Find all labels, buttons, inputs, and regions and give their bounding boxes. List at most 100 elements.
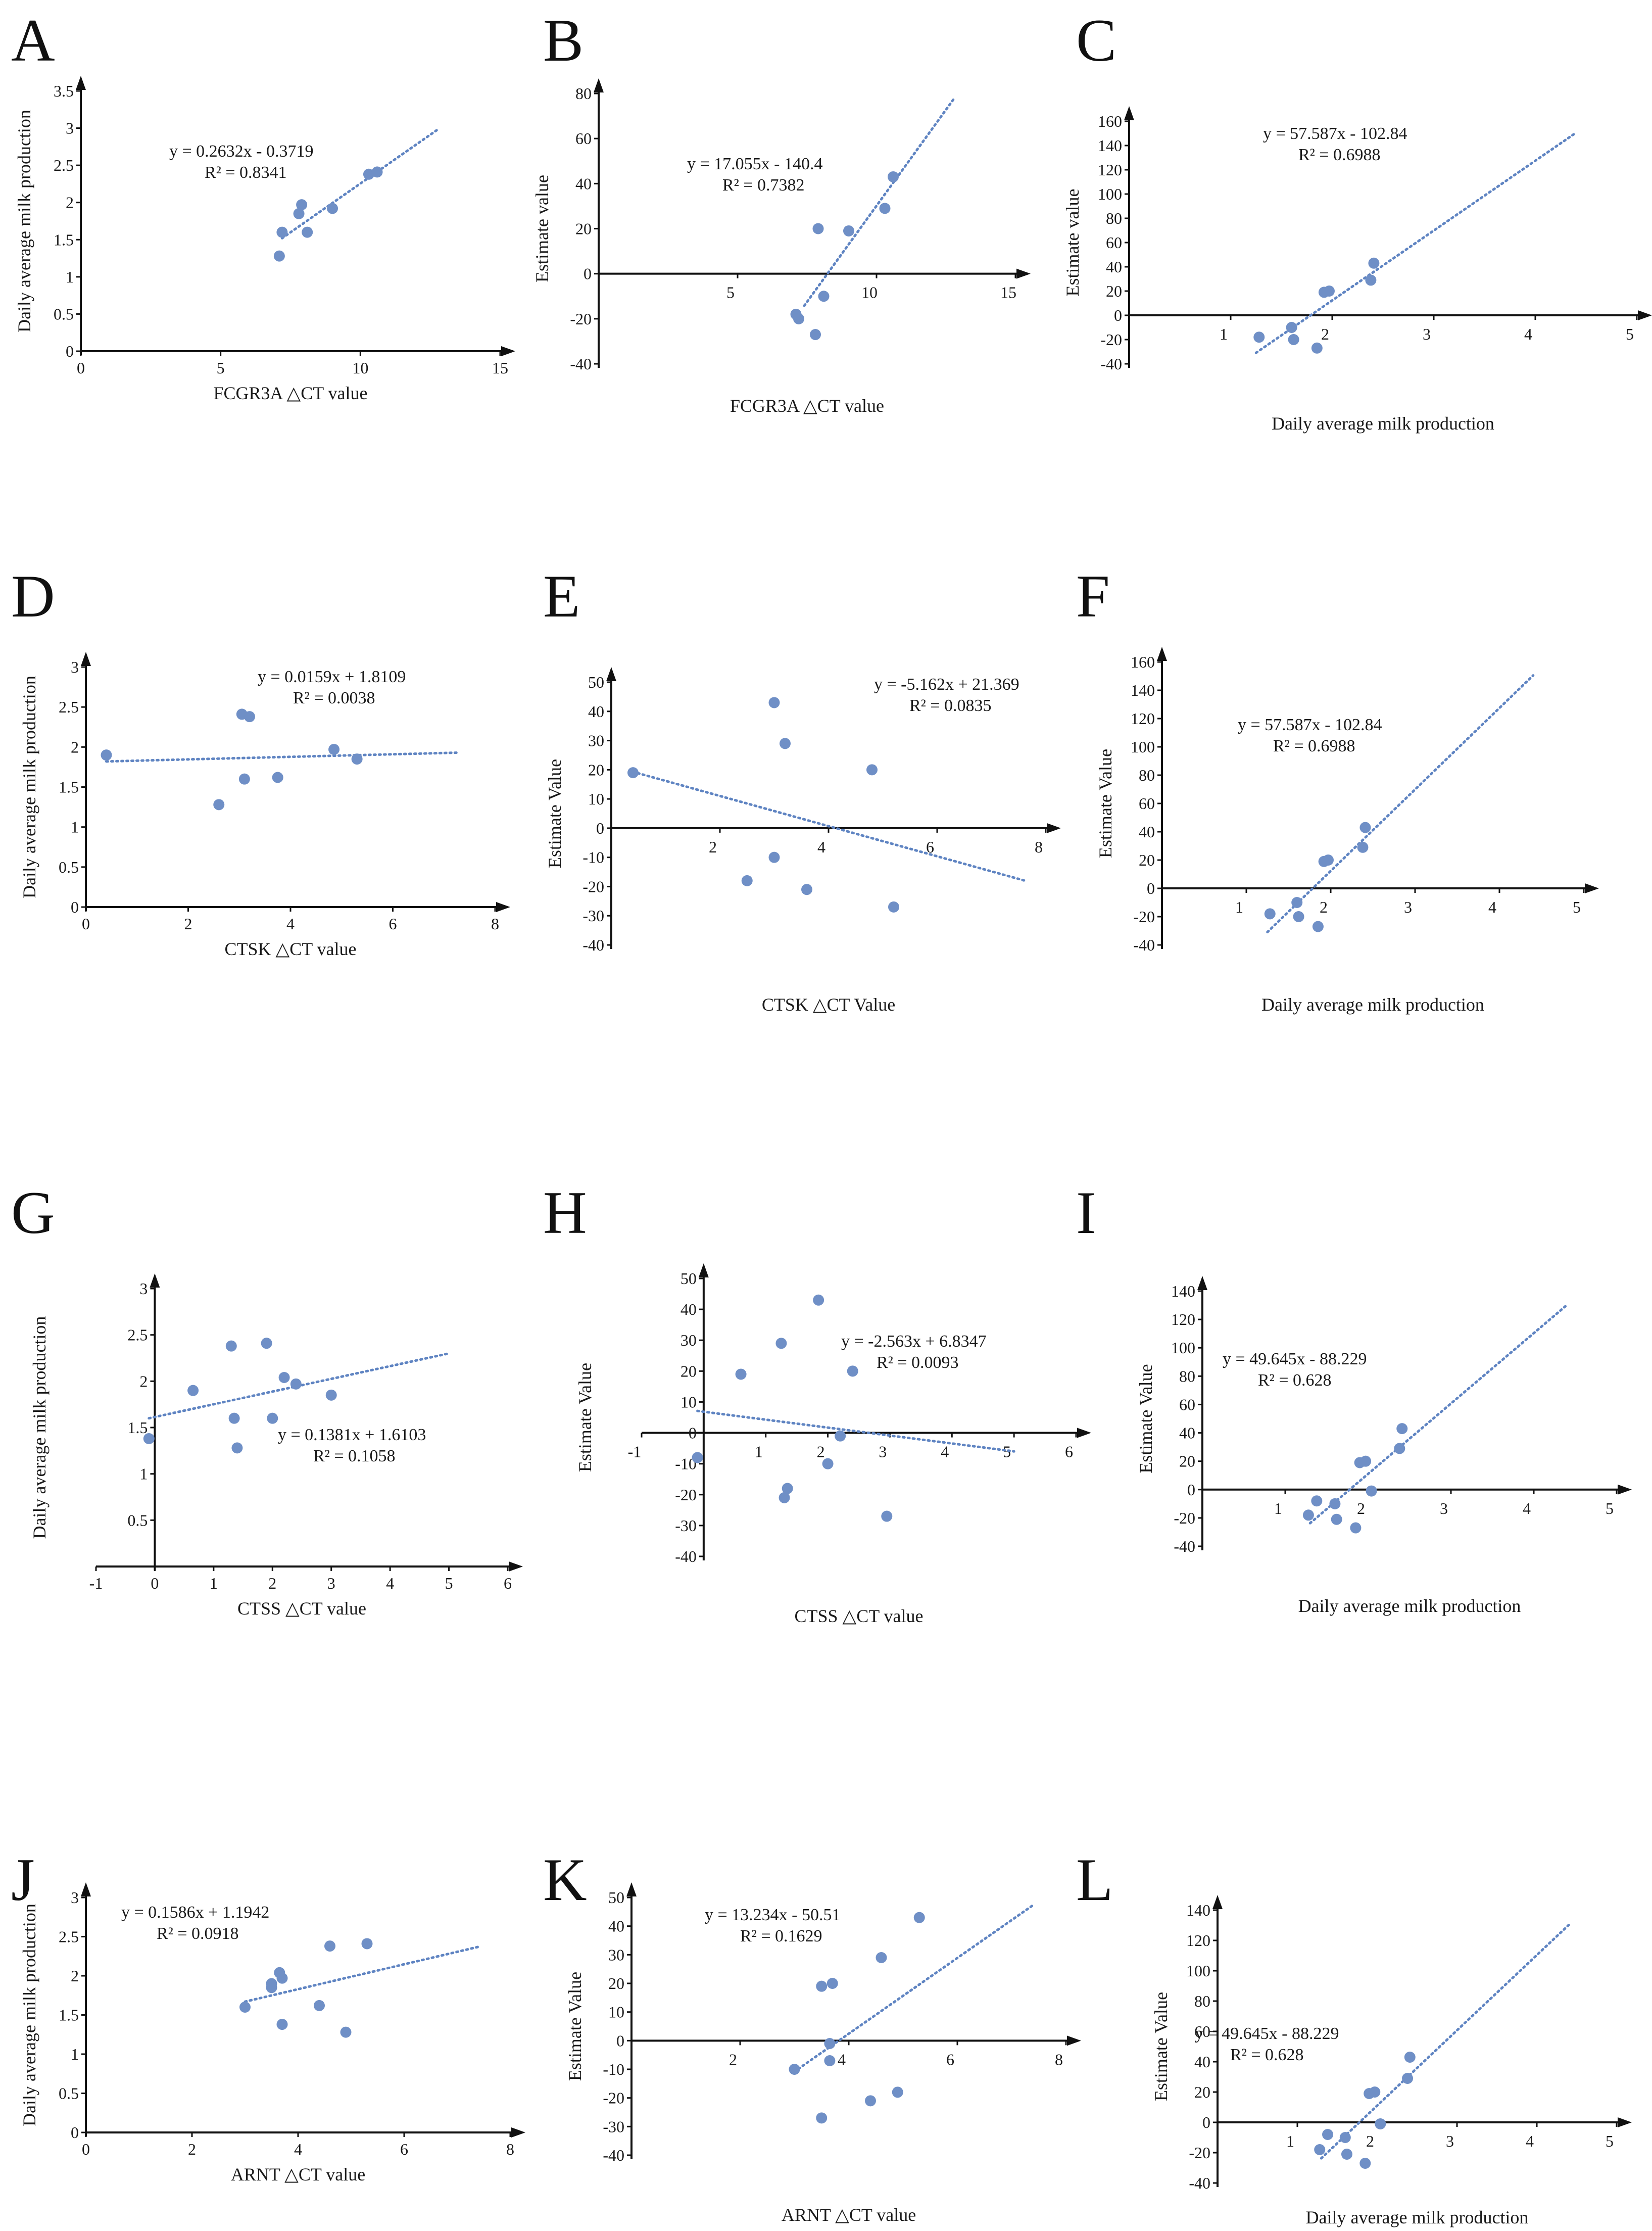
y-tick-label-j: 0	[71, 2123, 79, 2142]
data-point-l	[1314, 2144, 1326, 2155]
r-squared-j: R² = 0.0918	[157, 1924, 239, 1943]
x-tick-label-j: 0	[82, 2140, 90, 2158]
data-point-e	[627, 767, 639, 779]
data-point-j	[361, 1938, 373, 1950]
trend-equation-k: y = 13.234x - 50.51	[705, 1906, 841, 1924]
data-point-a	[302, 226, 313, 238]
y-tick-label-i: -40	[1174, 1537, 1195, 1555]
y-tick-label-c: 20	[1106, 282, 1122, 300]
x-tick-label-d: 0	[82, 915, 90, 933]
y-tick-label-b: -20	[570, 310, 592, 328]
trend-equation-e: y = -5.162x + 21.369	[874, 675, 1019, 694]
y-axis-arrow-j	[81, 1882, 91, 1896]
x-tick-label-i: 1	[1274, 1499, 1282, 1517]
x-tick-label-g: 0	[151, 1574, 159, 1592]
data-point-c	[1311, 342, 1323, 354]
y-tick-label-c: 0	[1114, 306, 1122, 324]
x-tick-label-c: 5	[1626, 325, 1634, 343]
panel-letter-d: D	[11, 562, 55, 630]
y-tick-label-e: 10	[588, 790, 604, 808]
y-axis-title-c: Estimate value	[1062, 189, 1083, 297]
x-axis-arrow-d	[496, 902, 510, 912]
y-tick-label-f: 60	[1139, 794, 1155, 813]
x-tick-label-i: 2	[1357, 1499, 1365, 1517]
x-tick-label-j: 4	[294, 2140, 302, 2158]
y-tick-label-f: 100	[1131, 738, 1155, 756]
data-point-j	[276, 2019, 288, 2030]
x-axis-arrow-e	[1047, 823, 1061, 833]
y-tick-label-h: 10	[681, 1393, 697, 1411]
panel-letter-g: G	[11, 1179, 55, 1246]
data-point-g	[143, 1433, 155, 1444]
trendline-f	[1266, 674, 1535, 934]
data-point-e	[780, 738, 791, 749]
trendline-i	[1308, 1303, 1569, 1525]
r-squared-k: R² = 0.1629	[740, 1927, 822, 1945]
y-axis-title-j: Daily average milk production	[19, 1904, 39, 2126]
y-tick-label-a: 3.5	[54, 82, 74, 100]
y-tick-label-h: 0	[689, 1424, 697, 1442]
data-point-h	[822, 1458, 834, 1469]
r-squared-a: R² = 0.8341	[205, 163, 287, 182]
y-tick-label-j: 2.5	[59, 1928, 79, 1946]
trendline-a	[280, 127, 440, 240]
data-point-a	[276, 226, 288, 238]
y-tick-label-d: 1	[71, 818, 79, 836]
x-tick-label-a: 15	[492, 359, 508, 377]
data-point-b	[810, 329, 821, 341]
y-tick-label-e: -10	[582, 848, 604, 867]
x-tick-label-l: 2	[1366, 2132, 1374, 2150]
x-axis-arrow-g	[509, 1561, 523, 1572]
y-tick-label-l: -40	[1189, 2174, 1210, 2192]
data-point-h	[779, 1492, 790, 1503]
data-point-k	[827, 1978, 838, 1989]
y-tick-label-d: 2.5	[59, 698, 79, 716]
y-tick-label-e: -30	[582, 907, 604, 925]
data-point-a	[293, 208, 305, 219]
y-tick-label-i: 60	[1179, 1395, 1195, 1413]
y-axis-arrow-k	[626, 1882, 637, 1896]
data-point-f	[1312, 921, 1324, 932]
y-tick-label-b: 0	[584, 265, 592, 283]
y-tick-label-k: -40	[603, 2146, 624, 2164]
data-point-l	[1341, 2149, 1352, 2160]
r-squared-f: R² = 0.6988	[1273, 737, 1355, 755]
trend-equation-f: y = 57.587x - 102.84	[1238, 716, 1382, 734]
x-tick-label-c: 2	[1321, 325, 1329, 343]
y-axis-arrow-h	[698, 1263, 709, 1277]
y-tick-label-k: 20	[608, 1974, 624, 1992]
x-tick-label-i: 5	[1606, 1499, 1614, 1517]
x-tick-label-c: 3	[1423, 325, 1431, 343]
x-tick-label-a: 5	[217, 359, 225, 377]
chart-panel-f: F -40 -20 0 20 40 60 80 100 120 140 160 1 2 3 4 5 y = 57.…	[1076, 562, 1599, 1015]
y-axis-title-i: Estimate Value	[1136, 1364, 1156, 1473]
y-tick-label-g: 0.5	[127, 1511, 148, 1529]
x-tick-label-e: 4	[817, 838, 825, 856]
x-tick-label-k: 2	[729, 2050, 737, 2068]
data-point-h	[775, 1338, 787, 1349]
x-tick-label-i: 4	[1523, 1499, 1531, 1517]
y-tick-label-f: -40	[1133, 936, 1155, 954]
x-axis-arrow-b	[1016, 268, 1031, 279]
x-tick-label-j: 2	[188, 2140, 196, 2158]
y-tick-label-d: 3	[71, 658, 79, 676]
y-tick-label-h: -20	[675, 1486, 697, 1504]
data-point-e	[801, 884, 812, 895]
y-tick-label-e: -40	[582, 936, 604, 954]
x-tick-label-f: 4	[1488, 898, 1496, 916]
r-squared-i: R² = 0.628	[1258, 1371, 1332, 1390]
x-axis-arrow-i	[1618, 1484, 1632, 1495]
data-point-l	[1322, 2129, 1334, 2140]
y-tick-label-h: 50	[681, 1269, 697, 1288]
chart-panel-j: J 0 0.5 1 1.5 2 2.5 3 0 2 4 6 8 y = 0.1586x + 1.1942 R…	[11, 1846, 525, 2185]
data-point-b	[879, 203, 891, 214]
x-tick-label-h: 5	[1003, 1443, 1011, 1461]
y-tick-label-d: 2	[71, 738, 79, 756]
x-axis-title-f: Daily average milk production	[1261, 994, 1484, 1015]
chart-panel-l: L -40 -20 0 20 40 60 80 100 120 140 1 2 3 4 5 y = 49.645…	[1076, 1846, 1632, 2227]
y-tick-label-a: 1.5	[54, 230, 74, 249]
y-tick-label-j: 0.5	[59, 2084, 79, 2103]
y-tick-label-a: 2.5	[54, 156, 74, 174]
data-point-g	[267, 1412, 278, 1424]
x-tick-label-g: 3	[327, 1574, 335, 1592]
